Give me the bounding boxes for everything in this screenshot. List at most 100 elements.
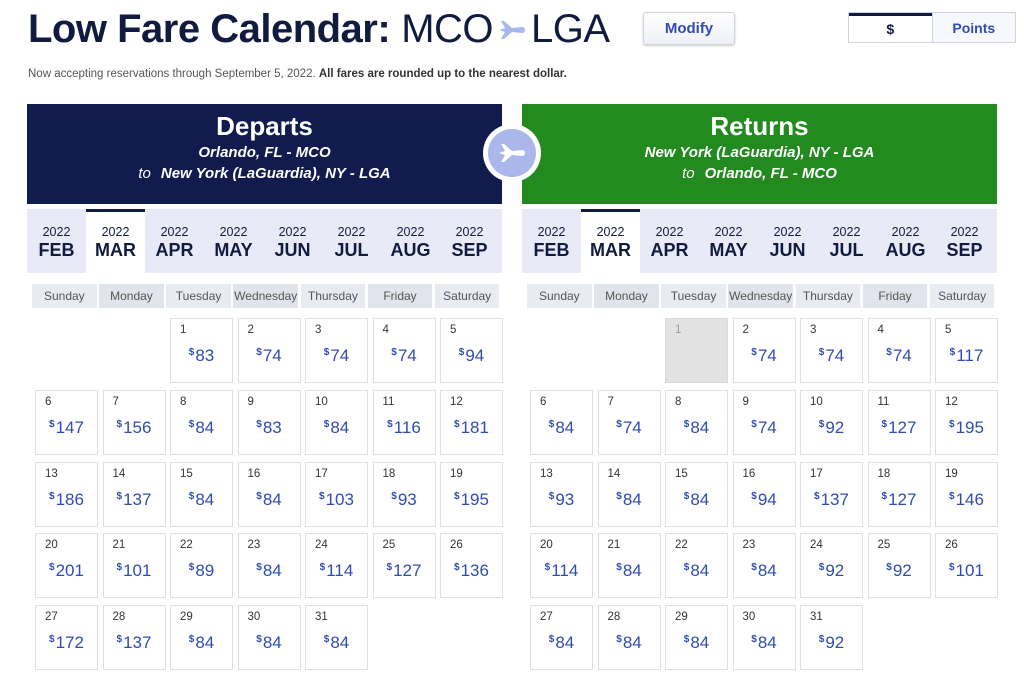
departs-day-cell[interactable]: 20 $201 <box>35 533 98 599</box>
day-number: 11 <box>877 395 890 408</box>
departs-day-cell[interactable]: 13 $186 <box>35 461 98 527</box>
returns-day-cell[interactable]: 15 $84 <box>665 461 728 527</box>
returns-month-tab-sep[interactable]: 2022 SEP <box>935 209 994 273</box>
dollar-sign: $ <box>116 490 123 502</box>
day-number: 31 <box>315 611 328 624</box>
currency-dollar-option[interactable]: $ <box>849 13 932 42</box>
departs-day-cell[interactable]: 1 $83 <box>170 318 233 383</box>
departs-day-cell[interactable]: 10 $84 <box>305 389 368 455</box>
returns-day-cell[interactable]: 2 $74 <box>732 318 796 383</box>
returns-day-cell[interactable]: 9 $74 <box>732 389 796 455</box>
returns-day-cell[interactable]: 8 $84 <box>665 389 728 455</box>
departs-month-tab-apr[interactable]: 2022 APR <box>145 209 204 273</box>
returns-day-cell[interactable]: 5 $117 <box>935 318 998 383</box>
returns-month-tab-jul[interactable]: 2022 JUL <box>817 209 876 273</box>
returns-day-cell[interactable]: 10 $92 <box>800 389 863 455</box>
returns-day-cell[interactable]: 21 $84 <box>597 533 661 599</box>
departs-month-tab-jun[interactable]: 2022 JUN <box>263 209 322 273</box>
departs-day-cell[interactable]: 7 $156 <box>102 389 166 455</box>
departs-day-cell[interactable]: 8 $84 <box>170 389 233 455</box>
departs-day-cell[interactable]: 19 $195 <box>440 461 503 527</box>
returns-day-cell[interactable]: 23 $84 <box>732 533 796 599</box>
returns-day-cell[interactable]: 30 $84 <box>732 605 796 671</box>
returns-month-tab-apr[interactable]: 2022 APR <box>640 209 699 273</box>
returns-month-tab-aug[interactable]: 2022 AUG <box>876 209 935 273</box>
returns-day-cell[interactable]: 6 $84 <box>530 389 593 455</box>
departs-day-cell[interactable]: 27 $172 <box>35 605 98 671</box>
departs-day-cell[interactable]: 6 $147 <box>35 389 98 455</box>
departs-day-cell[interactable]: 23 $84 <box>237 533 301 599</box>
departs-day-cell[interactable]: 17 $103 <box>305 461 368 527</box>
returns-day-cell[interactable]: 14 $84 <box>597 461 661 527</box>
departs-day-cell[interactable]: 25 $127 <box>372 533 436 599</box>
departs-day-cell[interactable]: 3 $74 <box>305 318 368 383</box>
departs-day-cell[interactable]: 24 $114 <box>305 533 368 599</box>
fare-amount: 84 <box>690 633 710 653</box>
modify-button[interactable]: Modify <box>643 12 735 45</box>
returns-day-cell[interactable]: 19 $146 <box>935 461 998 527</box>
departs-day-cell[interactable]: 21 $101 <box>102 533 166 599</box>
returns-day-cell[interactable]: 20 $114 <box>530 533 593 599</box>
departs-month-tab-may[interactable]: 2022 MAY <box>204 209 263 273</box>
returns-day-cell[interactable]: 28 $84 <box>597 605 661 671</box>
month-year: 2022 <box>278 225 307 239</box>
departs-month-tab-aug[interactable]: 2022 AUG <box>381 209 440 273</box>
dollar-sign: $ <box>49 562 55 574</box>
returns-day-cell[interactable]: 16 $94 <box>732 461 796 527</box>
departs-month-tab-jul[interactable]: 2022 JUL <box>322 209 381 273</box>
day-number: 16 <box>742 467 756 480</box>
day-number: 25 <box>877 539 891 552</box>
departs-day-cell[interactable]: 29 $84 <box>170 605 233 671</box>
departs-day-cell[interactable]: 11 $116 <box>372 389 436 455</box>
departs-day-cell[interactable]: 2 $74 <box>237 318 301 383</box>
returns-day-cell[interactable]: 31 $92 <box>800 605 863 671</box>
returns-day-cell[interactable]: 7 $74 <box>597 389 661 455</box>
returns-day-cell[interactable]: 18 $127 <box>867 461 931 527</box>
returns-day-cell[interactable]: 29 $84 <box>665 605 728 671</box>
returns-day-cell[interactable]: 25 $92 <box>867 533 931 599</box>
departs-day-cell[interactable]: 12 $181 <box>440 389 503 455</box>
returns-day-cell[interactable]: 24 $92 <box>800 533 863 599</box>
departs-day-cell[interactable]: 9 $83 <box>237 389 301 455</box>
returns-month-tab-mar[interactable]: 2022 MAR <box>581 209 640 273</box>
returns-month-tab-jun[interactable]: 2022 JUN <box>758 209 817 273</box>
returns-month-tab-may[interactable]: 2022 MAY <box>699 209 758 273</box>
currency-points-option[interactable]: Points <box>931 13 1015 42</box>
day-number: 7 <box>607 395 614 408</box>
returns-day-cell[interactable]: 13 $93 <box>530 461 593 527</box>
returns-day-cell[interactable]: 22 $84 <box>665 533 728 599</box>
fare-price: $92 <box>801 418 862 438</box>
departs-day-cell[interactable]: 5 $94 <box>440 318 503 383</box>
departs-month-tab-mar[interactable]: 2022 MAR <box>86 209 145 273</box>
departs-month-tab-feb[interactable]: 2022 FEB <box>27 209 86 273</box>
returns-weekday-header: Sunday Monday Tuesday Wednesday Thursday Frid… <box>527 284 997 308</box>
returns-day-cell[interactable]: 11 $127 <box>867 389 931 455</box>
dollar-sign: $ <box>616 418 622 430</box>
fare-price: $84 <box>171 418 232 438</box>
dollar-sign: $ <box>881 490 888 502</box>
fare-price: $127 <box>374 561 435 581</box>
departs-day-cell[interactable]: 30 $84 <box>237 605 301 671</box>
departs-day-cell[interactable]: 16 $84 <box>237 461 301 527</box>
returns-day-cell[interactable]: 17 $137 <box>800 461 863 527</box>
departs-day-cell[interactable]: 22 $89 <box>170 533 233 599</box>
departs-day-cell[interactable]: 4 $74 <box>372 318 436 383</box>
month-year: 2022 <box>891 225 920 239</box>
departs-day-cell[interactable]: 31 $84 <box>305 605 368 671</box>
month-year: 2022 <box>832 225 861 239</box>
departs-month-tab-sep[interactable]: 2022 SEP <box>440 209 499 273</box>
departs-day-cell[interactable]: 28 $137 <box>102 605 166 671</box>
departs-day-cell[interactable]: 15 $84 <box>170 461 233 527</box>
returns-day-cell[interactable]: 12 $195 <box>935 389 998 455</box>
returns-month-tab-feb[interactable]: 2022 FEB <box>522 209 581 273</box>
departs-day-cell[interactable]: 26 $136 <box>440 533 503 599</box>
returns-day-cell[interactable]: 27 $84 <box>530 605 593 671</box>
departs-day-cell[interactable]: 14 $137 <box>102 461 166 527</box>
departs-day-cell[interactable]: 18 $93 <box>372 461 436 527</box>
fare-price: $89 <box>171 561 232 581</box>
returns-day-cell[interactable]: 3 $74 <box>800 318 863 383</box>
dollar-sign: $ <box>548 418 555 430</box>
day-number: 8 <box>675 395 682 408</box>
returns-day-cell[interactable]: 26 $101 <box>935 533 998 599</box>
returns-day-cell[interactable]: 4 $74 <box>867 318 931 383</box>
